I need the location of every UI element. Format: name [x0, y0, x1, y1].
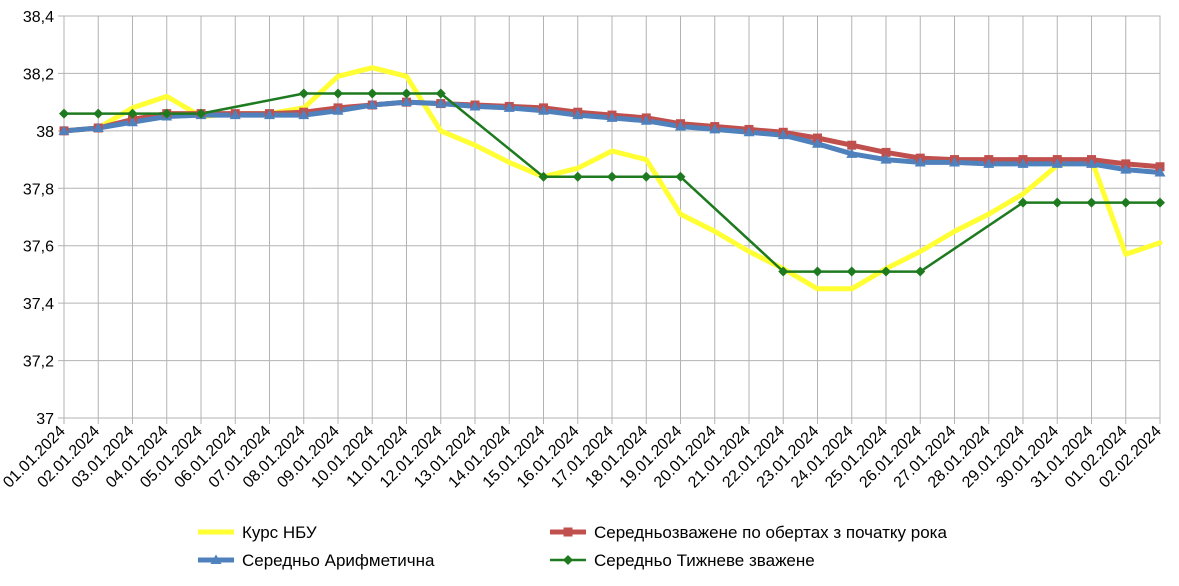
data-point-weekly-weighted	[1052, 197, 1063, 208]
legend-label-weekly-weighted: Середньо Тижневе зважене	[594, 551, 815, 570]
data-point-arithmetic-average	[743, 126, 755, 137]
data-point-arithmetic-average	[127, 116, 138, 127]
data-point-arithmetic-average	[846, 148, 858, 158]
data-point-arithmetic-average	[1120, 164, 1132, 174]
data-point-arithmetic-average	[538, 105, 549, 115]
data-point-arithmetic-average	[332, 105, 344, 115]
data-point-arithmetic-average	[914, 156, 926, 167]
data-point-weekly-weighted	[778, 266, 789, 277]
data-point-weekly-weighted	[1086, 197, 1097, 208]
data-point-weighted-average	[847, 140, 857, 150]
data-point-weekly-weighted	[846, 266, 857, 277]
data-point-weighted-average	[881, 147, 891, 157]
data-point-arithmetic-average	[640, 115, 652, 125]
data-point-weekly-weighted	[367, 88, 378, 99]
data-point-arithmetic-average	[503, 102, 515, 112]
legend-label-nbu-rate: Курс НБУ	[242, 523, 317, 542]
data-point-weekly-weighted	[401, 88, 412, 99]
data-point-weekly-weighted	[538, 171, 549, 182]
data-point-arithmetic-average	[366, 99, 378, 110]
data-point-arithmetic-average	[298, 109, 310, 120]
data-point-weighted-average	[1155, 162, 1165, 172]
data-point-weekly-weighted	[812, 266, 823, 277]
data-point-weekly-weighted	[333, 88, 343, 99]
y-tick-label: 37,8	[23, 181, 54, 198]
data-point-arithmetic-average	[1051, 158, 1063, 168]
data-point-arithmetic-average	[1086, 158, 1097, 168]
data-point-arithmetic-average	[229, 109, 241, 120]
legend-label-arithmetic-average: Середньо Арифметична	[242, 551, 435, 570]
data-point-weekly-weighted	[127, 108, 138, 119]
data-point-arithmetic-average	[812, 138, 823, 148]
y-tick-label: 37,6	[23, 239, 54, 256]
data-point-arithmetic-average	[264, 109, 275, 120]
data-point-weekly-weighted	[675, 171, 686, 182]
plot-area-border	[63, 15, 1161, 419]
data-point-weighted-average	[1121, 159, 1131, 169]
data-point-weekly-weighted	[572, 171, 583, 182]
data-point-arithmetic-average	[606, 112, 618, 122]
gridlines	[58, 15, 1161, 424]
data-point-weekly-weighted	[915, 266, 926, 277]
data-point-weekly-weighted	[196, 108, 206, 119]
data-point-weekly-weighted	[435, 88, 446, 99]
data-point-weekly-weighted	[641, 171, 652, 182]
data-point-weekly-weighted	[161, 108, 172, 119]
data-point-weekly-weighted	[59, 108, 69, 119]
data-point-weekly-weighted	[1120, 197, 1131, 208]
data-point-arithmetic-average	[435, 98, 447, 108]
data-point-weekly-weighted	[1155, 197, 1165, 208]
data-point-arithmetic-average	[880, 154, 892, 164]
legend-marker-arithmetic-average	[210, 554, 222, 564]
data-point-weekly-weighted	[1018, 197, 1028, 208]
legend-marker-weekly-weighted	[563, 555, 573, 565]
data-point-arithmetic-average	[709, 123, 721, 134]
y-tick-label: 37	[36, 411, 54, 428]
data-point-arithmetic-average	[1017, 158, 1029, 168]
legend: Курс НБУ Середньозважене по обертах з поч…	[198, 523, 947, 570]
data-point-weekly-weighted	[881, 266, 891, 277]
data-point-arithmetic-average	[675, 121, 686, 131]
data-point-arithmetic-average	[469, 100, 481, 111]
data-point-weighted-average	[813, 133, 822, 143]
y-tick-label: 37,4	[23, 296, 54, 313]
data-point-weekly-weighted	[93, 108, 104, 119]
data-point-weekly-weighted	[298, 88, 309, 99]
y-tick-label: 38,4	[23, 9, 54, 26]
data-point-arithmetic-average	[572, 109, 584, 120]
data-point-arithmetic-average	[777, 129, 789, 140]
data-point-arithmetic-average	[401, 96, 412, 107]
legend-marker-weighted-average	[563, 527, 573, 537]
data-point-weekly-weighted	[607, 171, 617, 182]
series-markers	[58, 88, 1166, 277]
y-tick-label: 38,2	[23, 66, 54, 83]
data-point-arithmetic-average	[1154, 166, 1166, 177]
data-point-arithmetic-average	[983, 158, 995, 168]
y-tick-label: 38	[36, 124, 54, 141]
legend-label-weighted-average: Середньозважене по обертах з початку рок…	[594, 523, 947, 542]
data-point-arithmetic-average	[949, 156, 960, 167]
data-point-arithmetic-average	[58, 125, 70, 135]
data-point-arithmetic-average	[92, 122, 104, 132]
y-tick-label: 37,2	[23, 354, 54, 371]
